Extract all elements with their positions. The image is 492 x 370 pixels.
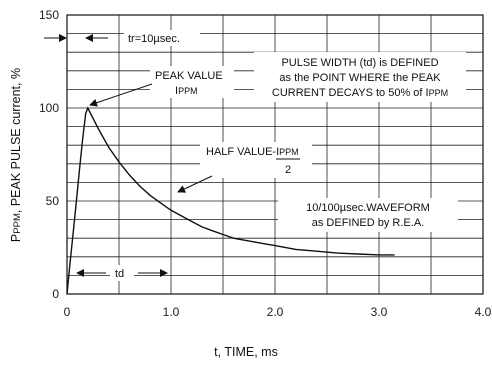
- y-tick-label: 100: [39, 101, 59, 115]
- pulse-def-line-1: PULSE WIDTH (td) is DEFINED: [281, 57, 438, 69]
- half-value-annotation: HALF VALUE-IPPM 2: [177, 142, 312, 193]
- half-value-denominator: 2: [285, 164, 291, 176]
- pulse-def-line-2: as the POINT WHERE the PEAK: [279, 72, 441, 84]
- x-tick-label: 2.0: [267, 305, 284, 319]
- ticks-layer: 0 1.0 2.0 3.0 4.0 0 50 100 150: [39, 8, 492, 319]
- waveform-line-1: 10/100µsec.WAVEFORM: [306, 202, 430, 214]
- x-tick-label: 1.0: [163, 305, 180, 319]
- td-annotation: td: [76, 265, 168, 281]
- td-label: td: [115, 268, 124, 280]
- pulse-current-curve: [66, 106, 395, 295]
- y-tick-label: 150: [39, 8, 59, 22]
- y-tick-label: 50: [46, 194, 60, 208]
- waveform-note: 10/100µsec.WAVEFORM as DEFINED by R.E.A.: [278, 198, 458, 232]
- x-tick-label: 0: [64, 305, 71, 319]
- x-axis-label: t, TIME, ms: [214, 345, 278, 359]
- peak-value-annotation: PEAK VALUE IPPM: [89, 66, 234, 107]
- pulse-width-definition: PULSE WIDTH (td) is DEFINED as the POINT…: [254, 52, 466, 102]
- x-tick-label: 4.0: [475, 305, 492, 319]
- peak-value-label: PEAK VALUE: [155, 70, 223, 82]
- tr-label: tr=10µsec.: [128, 33, 180, 45]
- peak-value-symbol: IPPM: [175, 85, 198, 97]
- half-value-label: HALF VALUE-IPPM: [206, 146, 299, 158]
- y-axis-label: PPPM, PEAK PULSE current, %: [9, 68, 23, 242]
- pulse-def-line-3: CURRENT DECAYS to 50% of IPPM: [272, 87, 448, 99]
- x-tick-label: 3.0: [371, 305, 388, 319]
- y-tick-label: 0: [52, 287, 59, 301]
- waveform-line-2: as DEFINED by R.E.A.: [312, 217, 424, 229]
- tr-annotation: tr=10µsec.: [44, 30, 200, 46]
